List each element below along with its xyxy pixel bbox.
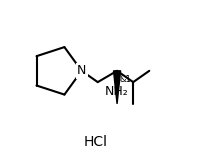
Text: N: N [77,64,86,77]
Text: HCl: HCl [83,135,107,149]
Text: &1: &1 [119,75,131,84]
Polygon shape [114,71,121,104]
Text: NH₂: NH₂ [105,85,129,98]
